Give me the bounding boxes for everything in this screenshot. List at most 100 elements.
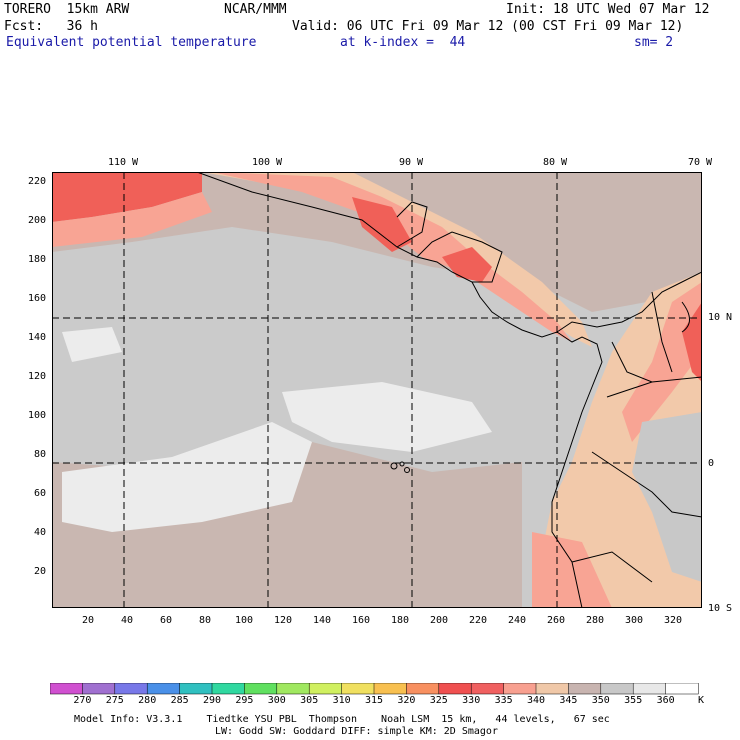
center-name: NCAR/MMM	[224, 2, 287, 17]
colorbar-label: 335	[494, 695, 513, 706]
galapagos-islands	[390, 461, 410, 473]
cool-patch-small	[62, 327, 122, 362]
colorbar-label: 305	[300, 695, 319, 706]
lon-label-100w: 100 W	[251, 157, 283, 168]
colorbar-unit: K	[698, 695, 705, 706]
y-tick: 220	[27, 176, 46, 187]
warm-band-colombia	[622, 282, 702, 442]
lat-label-10s: 10 S	[708, 603, 733, 614]
colorbar-swatch	[535, 683, 569, 695]
colorbar-swatch	[50, 683, 83, 695]
level-index: at k-index = 44	[340, 35, 466, 50]
x-tick: 300	[624, 615, 644, 626]
y-tick: 140	[27, 332, 46, 343]
init-time: Init: 18 UTC Wed 07 Mar 12	[506, 2, 710, 17]
physics-info: LW: Godd SW: Goddard DIFF: simple KM: 2D…	[215, 726, 498, 737]
x-tick: 320	[663, 615, 683, 626]
colorbar-label: 290	[202, 695, 222, 706]
x-tick: 280	[585, 615, 605, 626]
y-tick: 180	[27, 254, 46, 265]
colorbar-label: 285	[170, 695, 189, 706]
x-tick: 80	[198, 615, 212, 626]
colorbar-swatch	[470, 683, 505, 695]
y-tick: 100	[27, 410, 46, 421]
cool-region-andes	[632, 412, 702, 582]
y-tick: 60	[33, 488, 46, 499]
valid-time: Valid: 06 UTC Fri 09 Mar 12 (00 CST Fri …	[292, 19, 684, 34]
lon-label-90w: 90 W	[398, 157, 424, 168]
model-title: TORERO 15km ARW	[4, 2, 130, 17]
lat-label-0: 0	[708, 458, 715, 469]
warm-band-peru	[532, 532, 612, 608]
field-name: Equivalent potential temperature	[6, 35, 257, 50]
lon-label-110w: 110 W	[107, 157, 139, 168]
x-tick: 120	[273, 615, 293, 626]
colorbar-swatch	[632, 683, 667, 695]
colorbar-swatch	[665, 683, 699, 695]
colorbar-swatch	[568, 683, 602, 695]
colorbar-label: 295	[235, 695, 254, 706]
x-tick: 240	[507, 615, 527, 626]
colorbar-label: 275	[105, 695, 124, 706]
warm-band-central-america	[212, 172, 572, 342]
x-tick: 200	[429, 615, 449, 626]
colorbar-label: 310	[332, 695, 351, 706]
x-tick: 260	[546, 615, 566, 626]
colorbar-label: 315	[364, 695, 384, 706]
colorbar-swatch	[244, 683, 278, 695]
colorbar-swatch	[600, 683, 634, 695]
colorbar-label: 345	[559, 695, 578, 706]
x-tick: 20	[81, 615, 95, 626]
map-frame	[52, 172, 702, 608]
forecast-hour: Fcst: 36 h	[4, 19, 98, 34]
colorbar-label: 330	[462, 695, 481, 706]
cool-patch-central	[282, 382, 492, 452]
colorbar	[50, 683, 699, 695]
y-tick: 120	[27, 371, 46, 382]
lon-label-80w: 80 W	[542, 157, 568, 168]
coastlines	[196, 172, 702, 608]
colorbar-swatch	[503, 683, 537, 695]
model-info: Model Info: V3.3.1 Tiedtke YSU PBL Thomp…	[74, 714, 610, 725]
colorbar-label: 355	[624, 695, 643, 706]
y-tick: 20	[33, 566, 46, 577]
colorbar-swatch	[373, 683, 407, 695]
x-tick: 160	[351, 615, 371, 626]
y-tick: 200	[27, 215, 46, 226]
x-tick: 40	[120, 615, 134, 626]
x-tick: 100	[234, 615, 254, 626]
colorbar-swatch	[114, 683, 148, 695]
y-tick: 40	[33, 527, 46, 538]
colorbar-label: 300	[267, 695, 286, 706]
hot-spot-northwest	[52, 172, 202, 222]
x-tick: 60	[159, 615, 173, 626]
hot-spot-venezuela	[682, 302, 702, 382]
colorbar-swatch	[308, 683, 343, 695]
colorbar-label: 320	[397, 695, 416, 706]
theta-e-map	[52, 172, 702, 608]
colorbar-label: 325	[429, 695, 448, 706]
colorbar-label: 340	[526, 695, 546, 706]
map-gridlines	[52, 172, 702, 608]
colorbar-swatch	[211, 683, 245, 695]
colorbar-label: 280	[138, 695, 157, 706]
warm-region-north	[52, 172, 702, 312]
x-tick: 220	[468, 615, 488, 626]
hot-spot-guatemala	[352, 197, 412, 252]
colorbar-swatch	[341, 683, 375, 695]
x-tick: 180	[390, 615, 410, 626]
colorbar-swatch	[82, 683, 116, 695]
colorbar-label: 350	[591, 695, 610, 706]
colorbar-swatch	[146, 683, 181, 695]
colorbar-swatch	[406, 683, 440, 695]
warm-band-northwest	[52, 192, 212, 247]
lon-label-70w: 70 W	[687, 157, 713, 168]
smoothing: sm= 2	[634, 35, 674, 50]
colorbar-swatch	[179, 683, 213, 695]
colorbar-swatch	[276, 683, 310, 695]
y-tick: 160	[27, 293, 46, 304]
colorbar-swatch	[438, 683, 472, 695]
lat-label-10n: 10 N	[708, 312, 733, 323]
y-tick: 80	[33, 449, 46, 460]
colorbar-label: 270	[73, 695, 92, 706]
